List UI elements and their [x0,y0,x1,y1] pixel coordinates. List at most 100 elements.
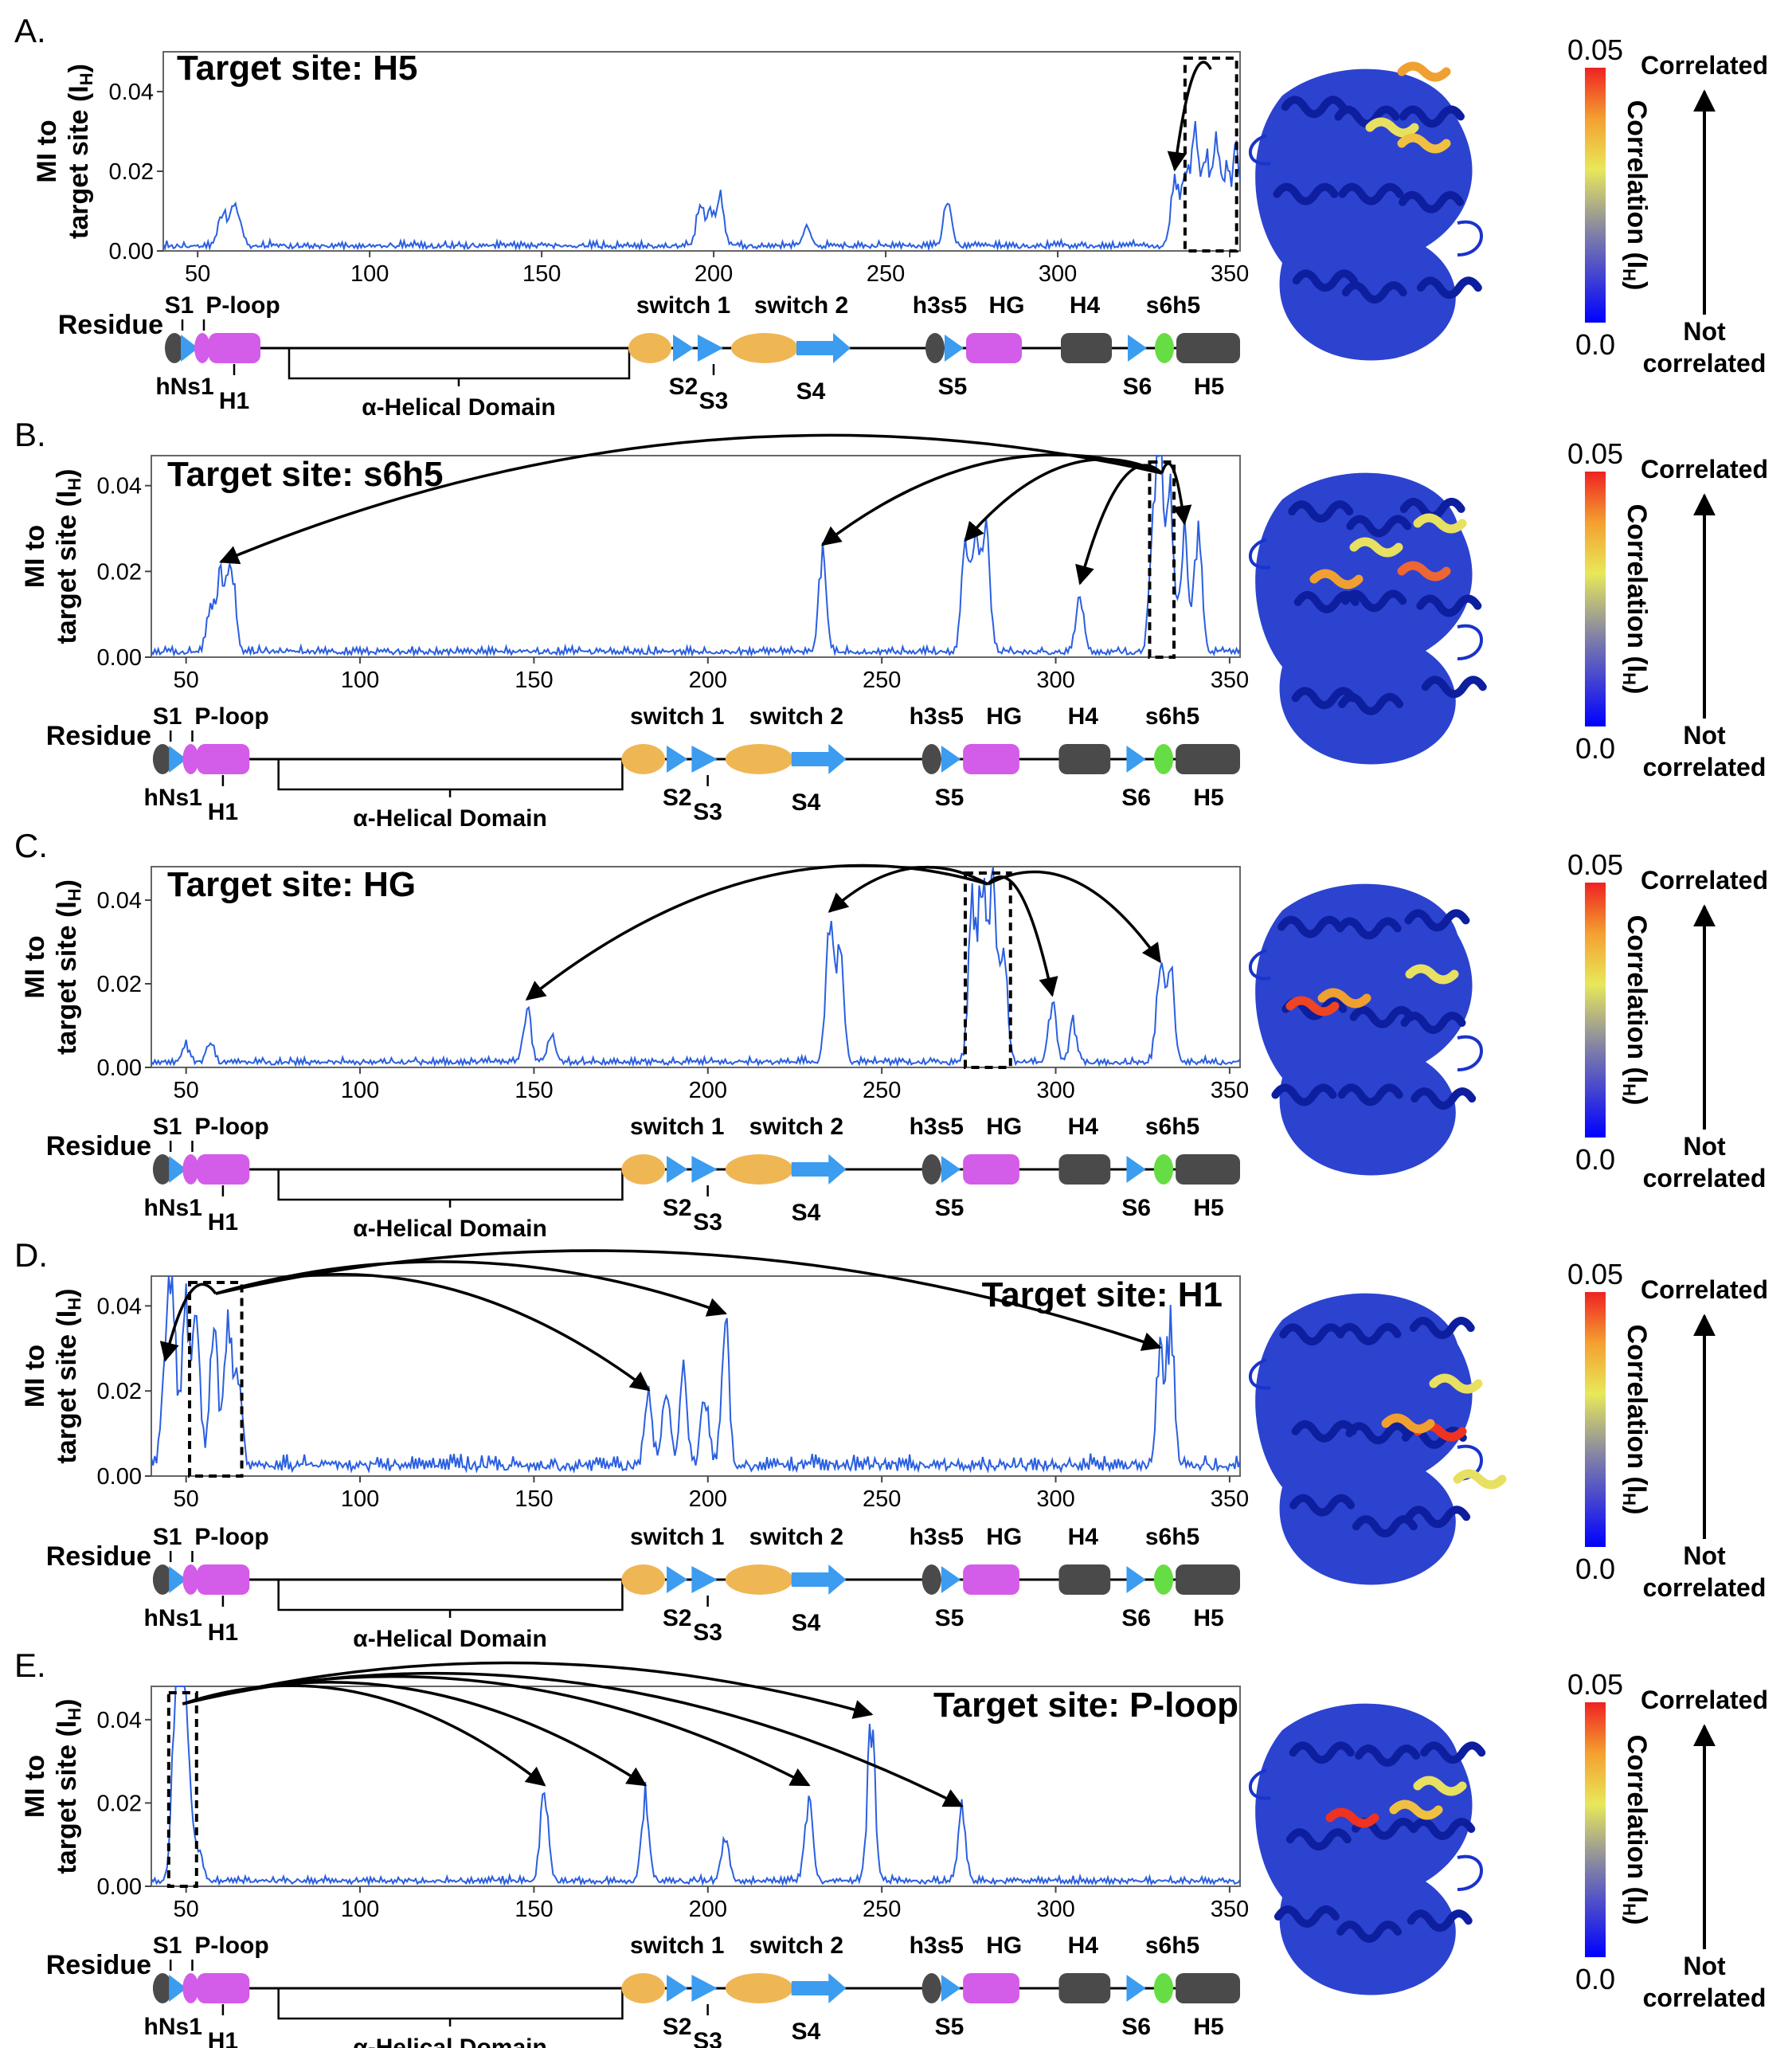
helix-ribbon [1400,1012,1466,1034]
loop-ribbon [1457,1854,1483,1891]
helix-ribbon [1409,1317,1475,1339]
s4-strand [791,744,847,774]
panel-letter: E. [14,1647,46,1684]
hns1-element [152,1154,173,1185]
correlated-label: Correlated [1641,51,1768,80]
panel-letter: D. [14,1236,48,1274]
y-tick-label: 0.04 [97,1294,142,1319]
helix-ribbon [1410,1818,1476,1840]
label-s6h5: s6h5 [1145,1524,1199,1550]
label-switch2: switch 2 [749,1114,843,1140]
correlated-label: Correlated [1641,1686,1768,1714]
x-tick-label: 200 [689,1486,727,1512]
x-tick-label: 350 [1211,1897,1249,1922]
h1-element [209,333,260,363]
label-h4: H4 [1068,1524,1099,1550]
x-tick-label: 50 [185,261,210,287]
y-axis-label: MI totarget site (IH) [32,64,96,239]
x-tick-label: 150 [515,1078,553,1103]
label-ploop: P-loop [194,703,268,730]
colorbar-max-label: 0.05 [1567,33,1623,66]
hg-element [963,1564,1019,1595]
h1-element [197,744,250,774]
correlation-arrow [525,863,988,1001]
panel-title: Target site: H1 [982,1275,1223,1314]
y-axis-label: MI totarget site (IH) [20,879,84,1055]
label-s2: S2 [669,374,698,400]
label-s5: S5 [935,2014,964,2040]
label-s5: S5 [935,1605,964,1631]
panel-4: D. MI totarget site (IH) 0.00 0.02 0.04 50 100… [14,1236,1768,1652]
hns1-element [152,1973,173,2003]
x-tick-label: 200 [694,261,733,287]
x-tick-label: 300 [1036,668,1074,693]
protein-structure [1249,1293,1507,1585]
label-s6h5: s6h5 [1145,1932,1199,1959]
s4-strand [791,1564,847,1595]
correlation-arrow [182,1661,874,1719]
h3s5-element [921,1564,941,1595]
colorbar-label: Correlation (IH) [1619,1325,1652,1515]
loop-ribbon [1457,1035,1483,1071]
panel-title: Target site: s6h5 [167,455,443,494]
correlation-arrow [1160,462,1192,526]
s4-strand [796,333,851,363]
helix-ribbon [1341,589,1407,613]
x-tick-label: 250 [867,261,905,287]
helix-ribbon [1279,1323,1345,1346]
h1-element [197,1973,250,2003]
mi-series-line [162,120,1241,252]
panel-title: Target site: P-loop [933,1686,1238,1725]
label-s1: S1 [153,703,182,730]
switch2-element [725,744,793,774]
label-s5: S5 [935,785,964,811]
alpha-helical-bracket [277,1169,624,1201]
helix-ribbon [1404,909,1470,932]
label-ploop: P-loop [194,1524,268,1550]
h4-element [1058,1154,1111,1185]
y-tick-label: 0.02 [97,559,142,585]
label-s6: S6 [1121,2014,1151,2040]
helix-ribbon [1352,1515,1418,1538]
helix-ribbon [1336,917,1402,940]
hg-element [963,1973,1019,2003]
colorbar-label: Correlation (IH) [1619,100,1652,291]
label-s1: S1 [153,1114,182,1140]
label-switch2: switch 2 [749,1524,843,1550]
s6h5-element [1153,1973,1174,2003]
x-tick-label: 350 [1211,1078,1249,1103]
x-tick-label: 50 [174,668,199,693]
helix-ribbon [1291,1420,1357,1443]
target-site-box [166,1691,198,1888]
protein-structure [1249,1703,1486,1995]
label-h4: H4 [1068,703,1099,730]
h3s5-element [921,1973,941,2003]
correlated-region [1285,996,1340,1016]
colorbar-max-label: 0.05 [1567,1258,1623,1290]
helix-ribbon [1336,1921,1403,1943]
y-axis-label: MI totarget site (IH) [20,1699,84,1874]
x-tick-label: 150 [515,668,553,693]
s3-strand [691,1566,718,1593]
helix-ribbon [1334,105,1400,128]
helix-ribbon [1291,687,1357,710]
s5-strand [941,1566,961,1593]
residue-row-label: Residue [46,1950,151,1980]
s6-strand [1126,746,1146,773]
label-h1: H1 [219,388,249,414]
target-site-box [963,871,1012,1069]
helix-ribbon [1338,693,1404,715]
label-alpha-helical-domain: α-Helical Domain [353,1216,547,1242]
x-tick-label: 300 [1036,1078,1074,1103]
helix-ribbon [1338,182,1404,206]
helix-ribbon [1271,1083,1337,1106]
s1-strand [169,746,187,773]
mi-series-line [151,454,1241,658]
colorbar [1585,472,1606,726]
x-tick-label: 250 [863,1897,901,1922]
residue-row-label: Residue [46,1541,151,1572]
label-ploop: P-loop [194,1932,268,1959]
label-h4: H4 [1070,292,1101,319]
s2-strand [667,1156,688,1183]
s2-strand [667,1566,688,1593]
